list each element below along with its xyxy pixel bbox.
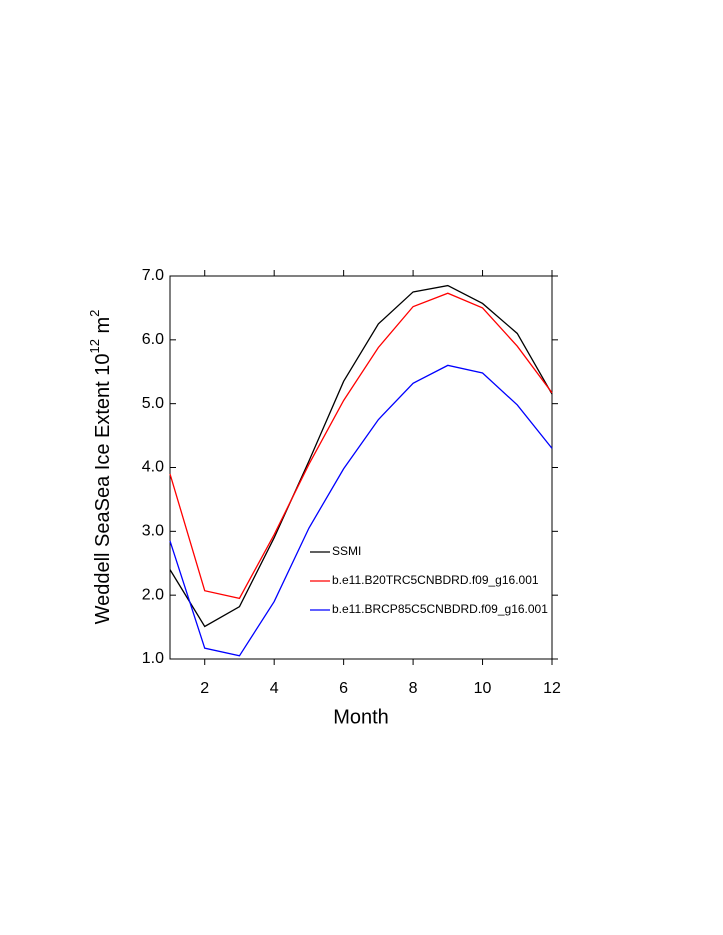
x-tick-label: 2 [200, 680, 209, 697]
y-tick-label: 7.0 [142, 267, 164, 284]
x-tick-label: 6 [339, 680, 348, 697]
legend-label: SSMI [332, 544, 361, 558]
x-axis-label: Month [333, 706, 389, 728]
series-line [169, 292, 553, 600]
y-tick-label: 1.0 [142, 650, 164, 667]
series-line [169, 364, 553, 657]
y-label-text: Weddell SeaSea Ice Extent 10 [92, 354, 114, 625]
legend-label: b.e11.BRCP85C5CNBDRD.f09_g16.001 [332, 602, 548, 616]
y-tick-label: 5.0 [142, 395, 164, 412]
y-tick-label: 6.0 [142, 331, 164, 348]
y-tick-label: 3.0 [142, 523, 164, 540]
x-tick-label: 10 [474, 680, 492, 697]
series-line [169, 284, 553, 628]
legend-label: b.e11.B20TRC5CNBDRD.f09_g16.001 [332, 573, 539, 587]
x-tick-label: 8 [409, 680, 418, 697]
y-tick-label: 2.0 [142, 586, 164, 603]
y-tick-label: 4.0 [142, 459, 164, 476]
y-label-unit: m [92, 317, 114, 339]
y-label-unit-exponent: 2 [87, 310, 102, 317]
y-axis-label: Weddell SeaSea Ice Extent 1012 m2 [87, 310, 114, 625]
x-tick-label: 12 [543, 680, 561, 697]
x-tick-label: 4 [270, 680, 279, 697]
y-label-exponent: 12 [87, 339, 102, 353]
